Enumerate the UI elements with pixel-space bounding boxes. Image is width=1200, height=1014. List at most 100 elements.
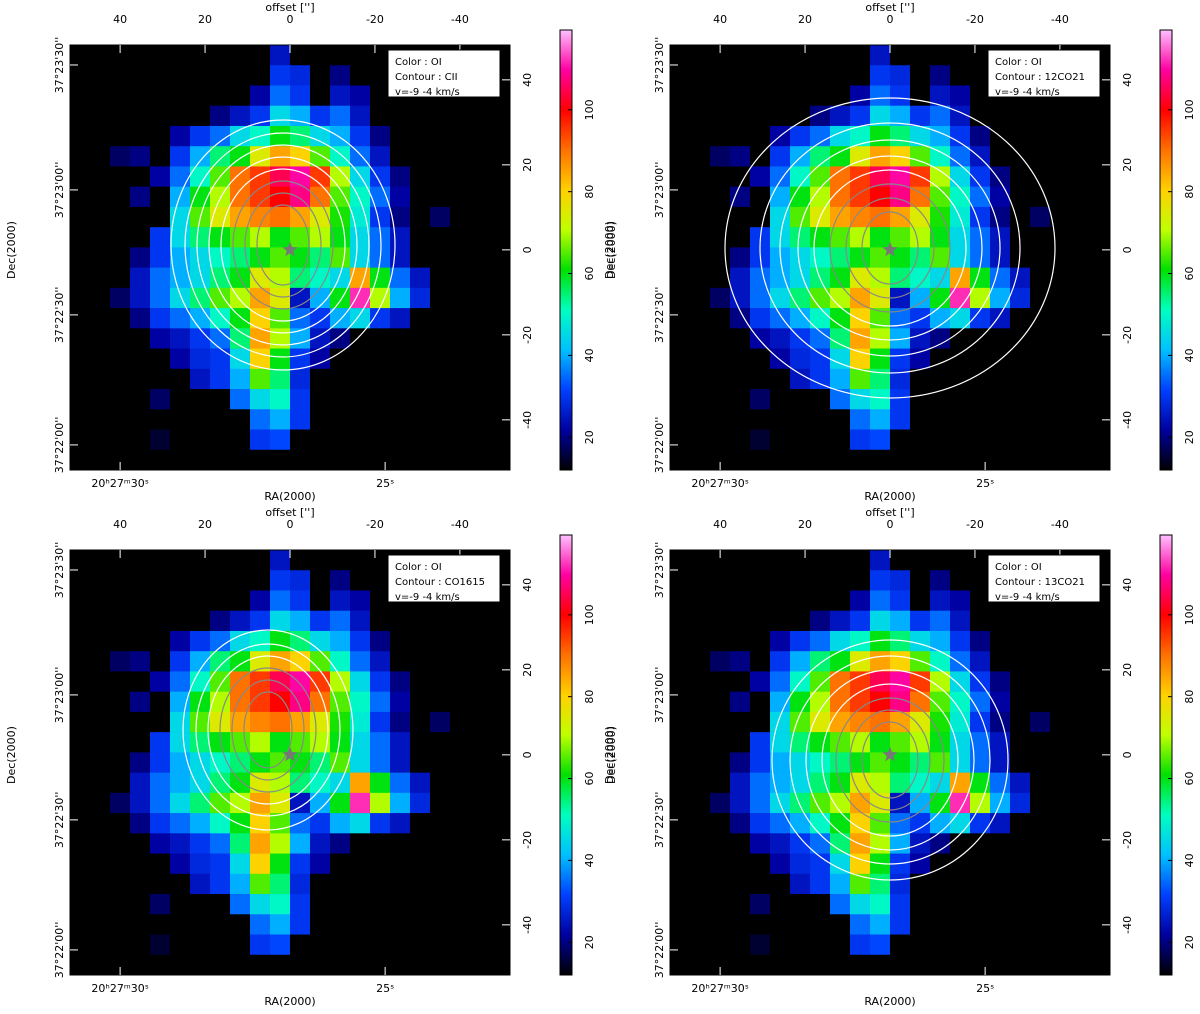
pixel [690,45,711,66]
pixel [190,348,211,370]
pixel [170,914,191,935]
pixel [130,409,151,430]
pixel [410,247,431,268]
top-axis-title: offset [''] [265,506,314,519]
pixel [90,752,111,773]
pixel [830,287,851,309]
pixel [830,833,851,854]
pixel [930,348,951,370]
pixel [710,368,731,390]
dec-tick-label: 37°22'00'' [53,417,66,474]
pixel [230,166,251,187]
pixel [130,206,151,228]
pixel [950,389,971,410]
pixel [170,813,191,834]
pixel [870,954,891,976]
pixel [390,691,411,713]
pixel [750,45,771,66]
pixel [730,914,751,935]
pixel [350,105,371,127]
pixel [290,227,311,248]
pixel [750,449,771,471]
pixel [390,732,411,753]
pixel [930,328,951,349]
pixel [1030,368,1051,390]
pixel [910,671,931,692]
pixel [970,894,991,915]
colorbar-tick-label: 20 [583,430,596,444]
pixel [230,792,251,814]
ra-tick-label: 25ˢ [976,982,994,995]
pixel [90,125,111,147]
pixel [1010,894,1031,915]
pixel [110,65,131,86]
pixel [290,45,311,66]
pixel [930,368,951,390]
pixel [350,550,371,571]
pixel [370,914,391,935]
pixel [830,691,851,713]
colorbar-tick-label: 60 [1183,267,1196,281]
pixel [270,429,291,451]
contour [196,144,370,346]
pixel [330,833,351,854]
pixel [950,166,971,187]
pixel [1010,914,1031,935]
pixel [810,934,831,956]
pixel [670,348,691,370]
pixel [450,894,471,915]
pixel [350,409,371,430]
pixel [770,308,791,329]
pixel [390,328,411,349]
pixel [890,570,911,591]
pixel [790,813,811,834]
pixel [1070,429,1091,451]
pixel [930,691,951,713]
pixel [450,146,471,167]
pixel [370,105,391,127]
pixel [870,630,891,652]
pixel [310,105,331,127]
pixel [210,247,231,268]
pixel [730,45,751,66]
pixel [210,206,231,228]
pixel [410,732,431,753]
pixel [810,954,831,976]
pixel [790,570,811,591]
pixel [890,590,911,612]
pixel [370,328,391,349]
pixel [130,65,151,86]
pixel [890,409,911,430]
pixel [450,792,471,814]
pixel [690,570,711,591]
pixel [410,368,431,390]
pixel [310,914,331,935]
pixel [390,671,411,692]
pixel [1070,146,1091,167]
pixel [190,772,211,794]
pixel [410,630,431,652]
pixel [1030,691,1051,713]
pixel [910,85,931,107]
pixel [330,934,351,956]
pixel [1050,186,1071,208]
pixel [270,45,291,66]
pixel [750,125,771,147]
pixel [770,671,791,692]
pixel [910,429,931,451]
pixel [290,610,311,632]
pixel [950,792,971,814]
pixel [730,752,751,773]
pixel [670,227,691,248]
pixel [250,853,271,875]
pixel [730,792,751,814]
pixel [410,409,431,430]
pixel [930,85,951,107]
pixel [910,954,931,976]
star-marker [282,241,298,257]
pixel [250,691,271,713]
pixel [830,308,851,329]
pixel [70,85,91,107]
pixel [910,227,931,248]
pixel [710,166,731,187]
